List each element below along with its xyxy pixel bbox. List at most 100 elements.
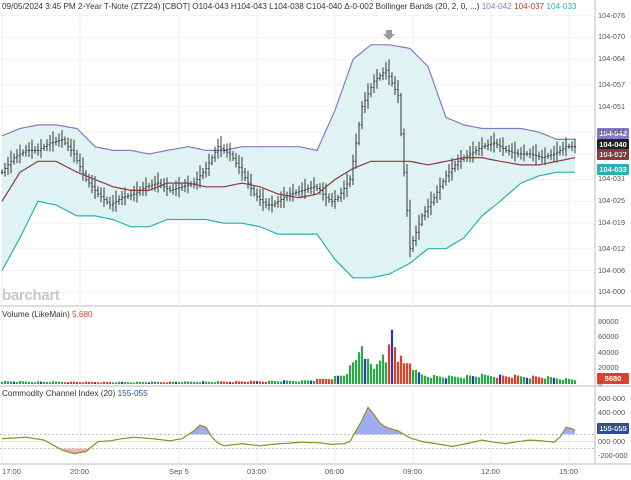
volume-bar	[165, 382, 169, 384]
volume-bar	[156, 381, 160, 384]
volume-bar	[249, 380, 253, 384]
volume-bar	[204, 381, 208, 384]
volume-bar	[456, 377, 460, 384]
volume-title: Volume (LikeMain)	[2, 310, 70, 319]
volume-bar	[27, 381, 31, 384]
volume-bar	[516, 375, 520, 384]
volume-bar	[270, 380, 274, 384]
volume-bar	[120, 381, 124, 384]
volume-bar	[264, 381, 268, 384]
volume-bar	[36, 381, 40, 384]
volume-bar	[300, 380, 304, 384]
volume-bar	[12, 381, 16, 384]
volume-bar	[423, 375, 427, 384]
volume-bar	[441, 377, 445, 384]
volume-bar	[321, 378, 325, 384]
volume-bar	[171, 381, 175, 384]
volume-bar	[327, 379, 331, 384]
volume-bar	[510, 377, 514, 384]
volume-bar	[540, 377, 544, 384]
volume-bar	[363, 358, 367, 384]
volume-bar	[153, 381, 157, 384]
volume-bar	[273, 381, 277, 384]
volume-bar	[33, 382, 37, 384]
y-tick-label: 60000	[598, 332, 619, 342]
volume-bar	[189, 381, 193, 384]
volume-header: Volume (LikeMain) 5,680	[2, 310, 93, 319]
volume-bar	[447, 375, 451, 384]
barchart-watermark: barchart	[2, 287, 60, 304]
volume-bar	[87, 381, 91, 384]
volume-bars	[0, 329, 577, 384]
volume-bar	[333, 375, 337, 384]
volume-bar	[513, 374, 517, 384]
volume-bar	[261, 381, 265, 384]
down-arrow-icon	[383, 30, 395, 40]
volume-bar	[78, 382, 82, 384]
x-tick-label: 17:00	[2, 467, 22, 476]
volume-bar	[240, 381, 244, 384]
volume-bar	[159, 382, 163, 384]
volume-bar	[60, 381, 64, 384]
volume-bar	[6, 381, 10, 384]
bollinger-lower-line	[1, 171, 575, 279]
bb-lower-value: 104-033	[546, 2, 577, 11]
volume-bar	[402, 363, 406, 384]
volume-bar	[459, 377, 463, 384]
volume-bar	[117, 381, 121, 384]
y-tick-label: 104-019	[598, 218, 626, 228]
volume-bar	[426, 376, 430, 384]
volume-bar	[255, 381, 259, 384]
volume-bar	[96, 382, 100, 384]
volume-bar	[324, 378, 328, 384]
volume-bar	[129, 382, 133, 384]
volume-bar	[414, 369, 418, 384]
bb-upper-tag: 104-042	[597, 128, 629, 139]
volume-bar	[195, 382, 199, 384]
y-tick-label: 104-006	[598, 265, 626, 275]
volume-bar	[453, 376, 457, 384]
volume-bar	[3, 380, 7, 384]
volume-bar	[573, 380, 577, 384]
bb-middle-tag: 104-037	[597, 149, 629, 160]
volume-bar	[66, 382, 70, 384]
x-tick-label: 15:00	[559, 467, 579, 476]
volume-bar	[105, 381, 109, 384]
volume-bar	[102, 381, 106, 384]
volume-bar	[63, 382, 67, 384]
volume-bar	[504, 376, 508, 384]
cci-tag: 155-055	[597, 423, 629, 434]
y-tick-label: 000-000	[598, 436, 626, 446]
volume-bar	[561, 379, 565, 384]
cci-line	[1, 406, 576, 455]
volume-bar	[345, 374, 349, 384]
volume-bar	[54, 381, 58, 384]
volume-bar	[9, 381, 13, 384]
volume-bar	[141, 382, 145, 384]
volume-bar	[282, 380, 286, 384]
volume-bar	[531, 375, 535, 384]
cci-header-value: 155-055	[117, 389, 148, 398]
cci-positive-fill	[2, 407, 575, 435]
volume-bar	[495, 377, 499, 384]
volume-bar	[237, 381, 241, 384]
header-text: 09/05/2024 3:45 PM 2-Year T-Note (ZTZ24)…	[2, 2, 480, 11]
volume-bar	[342, 375, 346, 384]
bb-upper-value: 104-042	[481, 2, 512, 11]
y-tick-label: 104-076	[598, 10, 626, 20]
volume-bar	[408, 363, 412, 384]
volume-bar	[198, 382, 202, 384]
cci-title: Commodity Channel Index (20)	[2, 389, 116, 398]
x-tick-label: 06:00	[325, 467, 345, 476]
volume-bar	[297, 381, 301, 384]
volume-bar	[57, 381, 61, 384]
volume-bar	[21, 381, 25, 384]
volume-bar	[492, 377, 496, 384]
volume-bar	[138, 381, 142, 384]
volume-bar	[312, 380, 316, 384]
volume-bar	[123, 382, 127, 384]
volume-bar	[477, 377, 481, 384]
volume-bar	[555, 378, 559, 384]
volume-bar	[69, 381, 73, 384]
